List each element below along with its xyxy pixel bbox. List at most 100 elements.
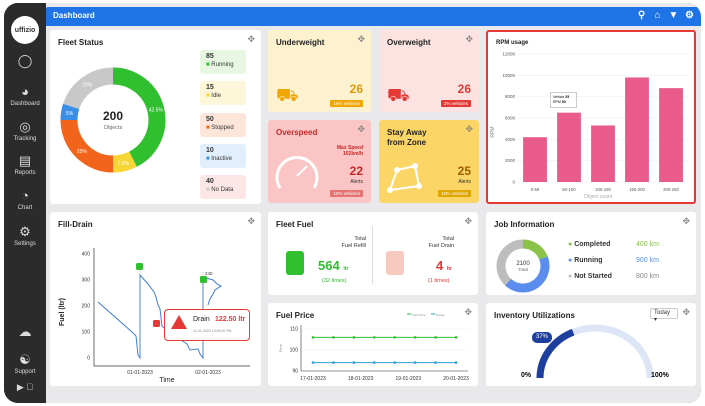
y-tick: 12000 — [502, 52, 515, 57]
fill-marker-icon[interactable] — [200, 276, 207, 283]
chart-icon: ◔ — [21, 188, 29, 203]
move-icon[interactable]: ✥ — [247, 216, 255, 226]
rpm-usage-card: RPM usage RPM Object count 0 2000 4000 6000… — [486, 30, 696, 204]
sidebar: uffizio ◯ ◕ Dashboard ◎ Tracking ▤ Reports … — [4, 3, 46, 403]
move-icon[interactable]: ✥ — [357, 124, 365, 134]
card-title: Fill-Drain — [58, 220, 93, 229]
chart-tooltip: Vehicle 25 RPM 50 — [550, 92, 577, 108]
y-tick: 10000 — [502, 73, 515, 78]
donut-label: 25% — [77, 149, 88, 155]
series-point[interactable] — [311, 336, 315, 339]
donut-segment-stopped[interactable] — [60, 119, 114, 173]
rpm-bar[interactable] — [557, 112, 581, 182]
job-donut-segment[interactable] — [496, 239, 524, 286]
y-tick: 8000 — [505, 94, 516, 99]
truck-icon: ⛟ — [276, 85, 299, 105]
legend-stopped[interactable]: 50 ■ Stopped — [200, 113, 246, 137]
sidebar-item-tracking[interactable]: ◎ Tracking — [4, 120, 46, 143]
series-point[interactable] — [372, 361, 376, 364]
donut-segment-no-data[interactable] — [63, 67, 114, 110]
overspeed-card[interactable]: Overspeed ✥ Max Speed 102km/h 22 Alerts 1… — [268, 120, 371, 203]
series-point[interactable] — [393, 336, 397, 339]
move-icon[interactable]: ✥ — [247, 34, 255, 44]
user-icon[interactable]: ◯ — [17, 53, 33, 68]
card-title: Stay Away from Zone — [387, 128, 427, 147]
filter-icon[interactable]: ▼ — [668, 10, 679, 21]
donut-segment-idle[interactable] — [112, 151, 137, 173]
series-point[interactable] — [413, 361, 417, 364]
move-icon[interactable]: ✥ — [464, 216, 472, 226]
drain-marker-icon[interactable] — [153, 320, 160, 327]
legend-running[interactable]: 85 ■ Running — [200, 50, 246, 74]
sidebar-item-settings[interactable]: ⚙ Settings — [4, 225, 46, 248]
x-tick: 50-100 — [562, 187, 576, 192]
refill-value: 564 — [318, 258, 340, 273]
fuel-drain-icon — [386, 251, 404, 275]
overweight-card[interactable]: Overweight ✥ ⛟ 26 2% vehicles — [379, 30, 479, 112]
rpm-bar[interactable] — [591, 125, 615, 182]
stay-away-card[interactable]: Stay Away from Zone ✥ 25 Alerts 10% vehic… — [379, 120, 479, 203]
underweight-card[interactable]: Underweight ✥ ⛟ 26 16% vehicles — [268, 30, 371, 112]
peak-label: 240 — [205, 271, 213, 276]
fleet-fuel-card: Fleet Fuel ✥ Total Fuel Refill 564 ltr (3… — [268, 212, 478, 295]
period-select[interactable]: Today ▾ — [650, 308, 678, 323]
series-point[interactable] — [454, 336, 458, 339]
card-title: Underweight — [276, 38, 325, 47]
fleet-total: 200 — [103, 109, 123, 123]
series-point[interactable] — [413, 336, 417, 339]
series-point[interactable] — [332, 361, 335, 364]
series-point[interactable] — [311, 361, 315, 364]
home-icon[interactable]: ⌂ — [654, 10, 661, 21]
move-icon[interactable]: ✥ — [465, 124, 473, 134]
search-icon[interactable]: ⚲ — [637, 10, 646, 21]
donut-label: 5% — [66, 111, 74, 117]
donut-segment-inactive[interactable] — [60, 103, 80, 121]
series-point[interactable] — [454, 361, 458, 364]
series-point[interactable] — [372, 336, 376, 339]
alerts-label: Alerts — [458, 179, 471, 185]
device-frame: uffizio ◯ ◕ Dashboard ◎ Tracking ▤ Reports … — [4, 3, 701, 403]
rpm-bar[interactable] — [523, 137, 547, 182]
move-icon[interactable]: ✥ — [682, 307, 690, 317]
x-tick: 17-01-2023 — [300, 376, 326, 382]
app-logo[interactable]: uffizio — [11, 16, 39, 44]
series-point[interactable] — [332, 336, 335, 339]
legend-no-data[interactable]: 40 ■ No Data — [200, 175, 246, 199]
y-tick: 0 — [512, 180, 515, 185]
cloud-upload-icon[interactable]: ☁ — [18, 324, 32, 339]
gauge-min: 0% — [521, 372, 532, 379]
sidebar-item-chart[interactable]: ◔ Chart — [4, 188, 46, 212]
move-icon[interactable]: ✥ — [357, 34, 365, 44]
card-title: Overspeed — [276, 128, 318, 137]
donut-segment-running[interactable] — [112, 67, 166, 167]
series-point[interactable] — [352, 361, 356, 364]
overspeed-badge: 10% vehicles — [330, 190, 363, 197]
gauge-value: 37% — [532, 332, 552, 343]
legend-idle[interactable]: 15 ■ Idle — [200, 81, 246, 105]
series-point[interactable] — [352, 336, 356, 339]
series-point[interactable] — [434, 361, 437, 364]
rpm-bar[interactable] — [625, 77, 649, 182]
job-donut-segment[interactable] — [522, 239, 548, 260]
max-speed-value: 102km/h — [342, 151, 363, 157]
rpm-chart: RPM Object count 0 2000 4000 6000 8000 10000 1… — [490, 52, 688, 200]
move-icon[interactable]: ✥ — [682, 216, 690, 226]
x-tick: 100-150 — [595, 187, 611, 192]
job-item-running: ● Running 900 km — [568, 257, 659, 264]
fill-marker-icon[interactable] — [136, 263, 143, 270]
legend-inactive[interactable]: 10 ■ Inactive — [200, 144, 246, 168]
job-donut-segment[interactable] — [504, 256, 550, 293]
rpm-bar[interactable] — [659, 88, 683, 182]
job-info-card: Job Information ✥ 2100 Total ● Completed… — [486, 212, 696, 295]
move-icon[interactable]: ✥ — [464, 307, 472, 317]
series-point[interactable] — [393, 361, 397, 364]
sidebar-item-support[interactable]: ☯ Support — [4, 353, 46, 376]
store-icons[interactable]: ▶  — [17, 382, 33, 392]
move-icon[interactable]: ✥ — [465, 34, 473, 44]
gear-icon[interactable]: ⚙ — [685, 10, 694, 21]
stay-away-badge: 10% vehicles — [438, 190, 471, 197]
sidebar-item-dashboard[interactable]: ◕ Dashboard — [4, 85, 46, 108]
series-point[interactable] — [434, 336, 437, 339]
job-total: 2100 — [516, 261, 530, 267]
sidebar-item-reports[interactable]: ▤ Reports — [4, 154, 46, 177]
